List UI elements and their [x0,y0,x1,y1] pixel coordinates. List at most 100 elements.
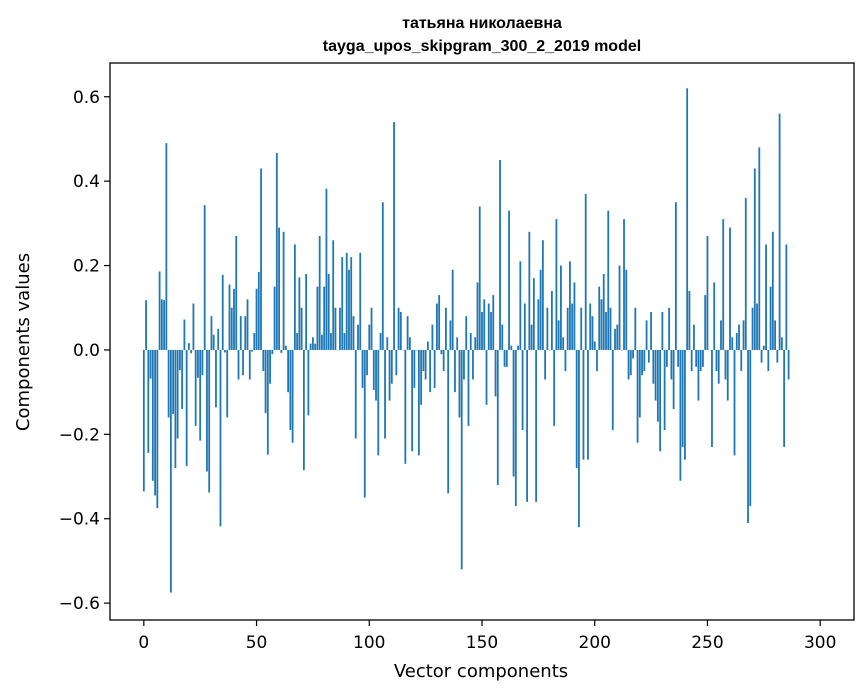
bar-173 [532,278,535,350]
bar-241 [686,88,689,350]
bar-129 [433,349,436,388]
bar-166 [517,345,519,350]
bar-164 [512,349,515,477]
bar-262 [733,349,736,456]
bar-15 [176,349,179,439]
bar-137 [451,269,454,350]
bar-33 [217,328,220,350]
bar-80 [323,286,326,350]
bar-79 [321,334,323,350]
bar-135 [447,349,450,494]
bar-124 [422,349,425,372]
bar-257 [722,219,725,350]
bar-1 [145,300,147,350]
bar-270 [751,307,754,350]
bar-196 [584,193,587,350]
bar-14 [174,349,177,469]
bar-147 [474,337,477,350]
bar-22 [192,303,195,350]
bar-216 [629,349,632,376]
bar-116 [404,349,407,464]
bar-88 [341,257,344,350]
bar-259 [726,349,729,401]
bar-206 [607,210,610,350]
bar-140 [458,349,461,418]
bar-178 [544,349,547,380]
bar-235 [672,349,675,410]
bar-286 [787,349,790,380]
bar-17 [181,349,184,410]
bar-163 [510,345,513,350]
bar-85 [334,307,337,350]
bar-222 [643,349,646,372]
bar-21 [190,349,193,354]
bar-54 [264,349,267,414]
y-axis-label: Components values [13,253,34,431]
bar-59 [275,152,278,350]
y-tick-label: −0.4 [59,510,100,530]
bar-143 [465,316,468,350]
bar-191 [573,282,576,350]
bar-100 [368,324,371,350]
bar-258 [724,349,727,380]
y-tick-label: 0.4 [73,172,100,192]
bar-70 [300,307,303,350]
bar-63 [284,345,287,350]
bar-4 [151,349,154,481]
bar-278 [769,286,772,350]
bar-172 [530,324,533,350]
bar-56 [269,349,271,384]
y-tick-label: −0.6 [59,594,100,614]
bar-271 [753,168,756,350]
bar-35 [221,274,224,350]
bar-170 [526,349,528,502]
bar-285 [785,244,788,350]
bar-110 [390,349,393,384]
bar-283 [780,337,783,350]
bar-156 [494,349,497,397]
bar-151 [483,299,486,350]
bar-111 [393,122,395,350]
bar-28 [206,349,208,472]
bar-66 [291,349,294,443]
bar-83 [330,333,332,350]
bar-72 [305,273,308,350]
bar-125 [424,349,427,380]
bar-44 [242,349,244,376]
chart-title-line-1: татьяна николаевна [402,15,562,32]
bar-77 [316,286,319,350]
bar-127 [429,349,432,393]
bar-268 [747,349,749,523]
bar-104 [377,349,380,456]
bar-47 [248,349,251,380]
bar-252 [711,349,713,447]
bar-237 [677,349,680,367]
bar-209 [614,328,616,350]
bar-159 [501,324,504,350]
bar-32 [215,349,217,408]
x-tick-label: 50 [246,633,268,653]
bar-0 [142,349,145,492]
bar-96 [359,252,362,350]
bar-269 [749,349,752,507]
bar-150 [481,311,483,350]
bar-149 [478,206,481,350]
bar-107 [384,349,386,439]
bar-281 [776,349,779,363]
bar-183 [555,219,558,350]
bar-247 [699,349,702,372]
bar-233 [668,307,671,350]
bar-249 [704,295,707,350]
bar-2 [147,349,150,453]
bar-243 [690,349,693,372]
bar-279 [771,231,774,350]
bar-265 [740,349,743,372]
bar-224 [647,349,650,363]
bar-97 [361,349,364,388]
bar-168 [521,349,524,431]
bar-179 [546,307,549,350]
bar-213 [623,219,625,350]
bar-273 [758,147,761,350]
bar-138 [454,349,456,393]
bar-36 [224,349,226,353]
